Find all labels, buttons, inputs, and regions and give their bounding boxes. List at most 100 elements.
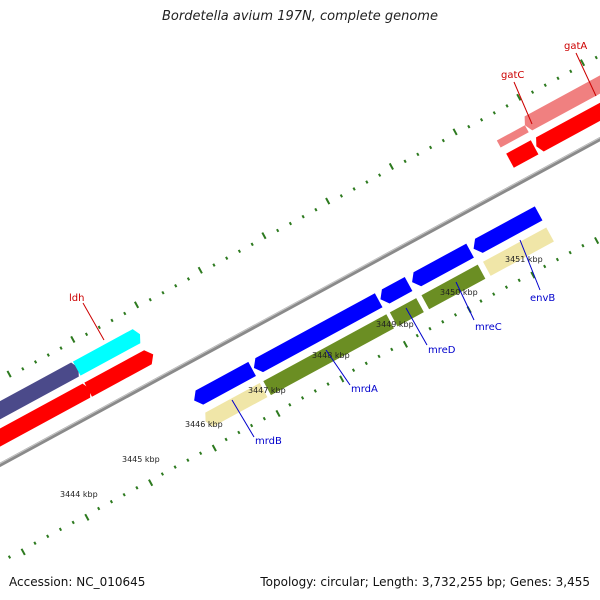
major-tick xyxy=(70,335,76,343)
scale-label: 3445 kbp xyxy=(122,455,160,464)
minor-tick xyxy=(415,333,419,338)
minor-tick xyxy=(326,382,330,386)
minor-tick xyxy=(288,403,292,407)
gene-envB-track[interactable] xyxy=(482,227,554,276)
minor-tick xyxy=(403,159,407,164)
minor-tick xyxy=(339,194,343,198)
major-tick xyxy=(339,375,345,383)
minor-tick xyxy=(453,313,458,317)
minor-tick xyxy=(505,104,509,108)
minor-tick xyxy=(224,437,228,442)
minor-tick xyxy=(492,111,496,115)
major-tick xyxy=(516,93,522,101)
minor-tick xyxy=(33,541,37,545)
minor-tick xyxy=(7,555,12,559)
gene-label-ldh[interactable]: ldh xyxy=(69,293,84,304)
gene-label-envB[interactable]: envB xyxy=(530,293,555,304)
scale-label: 3450 kbp xyxy=(440,288,478,297)
major-tick xyxy=(133,301,140,309)
minor-tick xyxy=(352,187,356,191)
minor-tick xyxy=(46,534,50,539)
gene-block-gatA-red xyxy=(536,73,600,152)
label-leader-mrdB xyxy=(231,399,255,438)
minor-tick xyxy=(212,263,216,267)
label-leader-gatA xyxy=(575,52,597,97)
minor-tick xyxy=(441,138,445,143)
gene-block-gatC-light[interactable] xyxy=(496,125,529,148)
minor-tick xyxy=(517,278,521,283)
minor-tick xyxy=(364,361,368,366)
minor-tick xyxy=(441,319,445,324)
gene-mrdA-track[interactable] xyxy=(263,314,394,396)
gene-block-red-lower-2 xyxy=(84,350,154,397)
scale-label: 3446 kbp xyxy=(185,420,223,429)
minor-tick xyxy=(492,292,496,296)
minor-tick xyxy=(135,486,139,490)
label-leader-mreD xyxy=(405,307,428,346)
minor-tick xyxy=(174,284,178,288)
gene-mreC-track[interactable] xyxy=(421,264,486,310)
minor-tick xyxy=(250,242,254,247)
gene-label-gatA[interactable]: gatA xyxy=(564,41,587,52)
label-leader-ldh xyxy=(82,302,105,341)
gene-mrdB-blue[interactable] xyxy=(190,361,256,408)
gene-block-purple xyxy=(0,362,79,449)
scale-label: 3449 kbp xyxy=(376,320,414,329)
minor-tick xyxy=(301,214,305,219)
minor-tick xyxy=(123,311,127,316)
minor-tick xyxy=(199,451,203,456)
minor-tick xyxy=(225,256,229,260)
gene-label-mrdB[interactable]: mrdB xyxy=(255,436,282,447)
minor-tick xyxy=(467,124,471,129)
inner-tick-ring xyxy=(7,236,600,559)
scale-label: 3447 kbp xyxy=(248,386,286,395)
major-tick xyxy=(197,266,203,274)
topology-summary: Topology: circular; Length: 3,732,255 bp… xyxy=(260,575,590,589)
minor-tick xyxy=(365,180,369,184)
gene-mreC-blue[interactable] xyxy=(408,243,474,290)
minor-tick xyxy=(109,499,114,504)
gene-block-gatA-light[interactable] xyxy=(521,52,600,132)
major-tick xyxy=(325,197,331,205)
minor-tick xyxy=(262,416,266,421)
minor-tick xyxy=(568,250,572,255)
major-tick xyxy=(6,370,12,378)
minor-tick xyxy=(479,117,484,122)
minor-tick xyxy=(428,145,433,150)
minor-tick xyxy=(186,458,190,462)
gene-label-mreD[interactable]: mreD xyxy=(428,345,456,356)
minor-tick xyxy=(237,430,241,435)
major-tick xyxy=(388,162,394,171)
minor-tick xyxy=(237,249,242,254)
gene-label-mreC[interactable]: mreC xyxy=(475,322,502,333)
major-tick xyxy=(452,128,458,136)
major-tick xyxy=(530,271,536,279)
gene-mreD-track[interactable] xyxy=(389,298,424,327)
major-tick xyxy=(84,513,90,521)
major-tick xyxy=(594,236,600,245)
map-title: Bordetella avium 197N, complete genome xyxy=(162,9,438,24)
major-tick xyxy=(275,409,281,418)
minor-tick xyxy=(110,318,114,323)
gene-label-mrdA[interactable]: mrdA xyxy=(351,384,378,395)
gene-mreD-blue[interactable] xyxy=(377,276,413,306)
major-tick xyxy=(211,444,217,452)
gene-block-ldh[interactable] xyxy=(72,327,144,376)
minor-tick xyxy=(378,173,382,177)
gene-block-gatC-red xyxy=(506,140,539,168)
gene-mrdA-blue[interactable] xyxy=(250,293,383,375)
accession-text: Accession: NC_010645 xyxy=(9,575,146,589)
minor-tick xyxy=(160,472,164,476)
label-leader-mrdA xyxy=(325,349,351,386)
minor-tick xyxy=(97,506,101,511)
minor-tick xyxy=(148,297,152,302)
minor-tick xyxy=(58,527,63,532)
minor-tick xyxy=(555,257,560,262)
minor-tick xyxy=(543,264,547,269)
gene-mrdB-track[interactable] xyxy=(202,383,268,429)
minor-tick xyxy=(250,423,254,428)
gene-label-gatC[interactable]: gatC xyxy=(501,70,524,81)
gene-envB-blue[interactable] xyxy=(470,206,543,255)
minor-tick xyxy=(59,346,63,350)
minor-tick xyxy=(416,152,420,157)
